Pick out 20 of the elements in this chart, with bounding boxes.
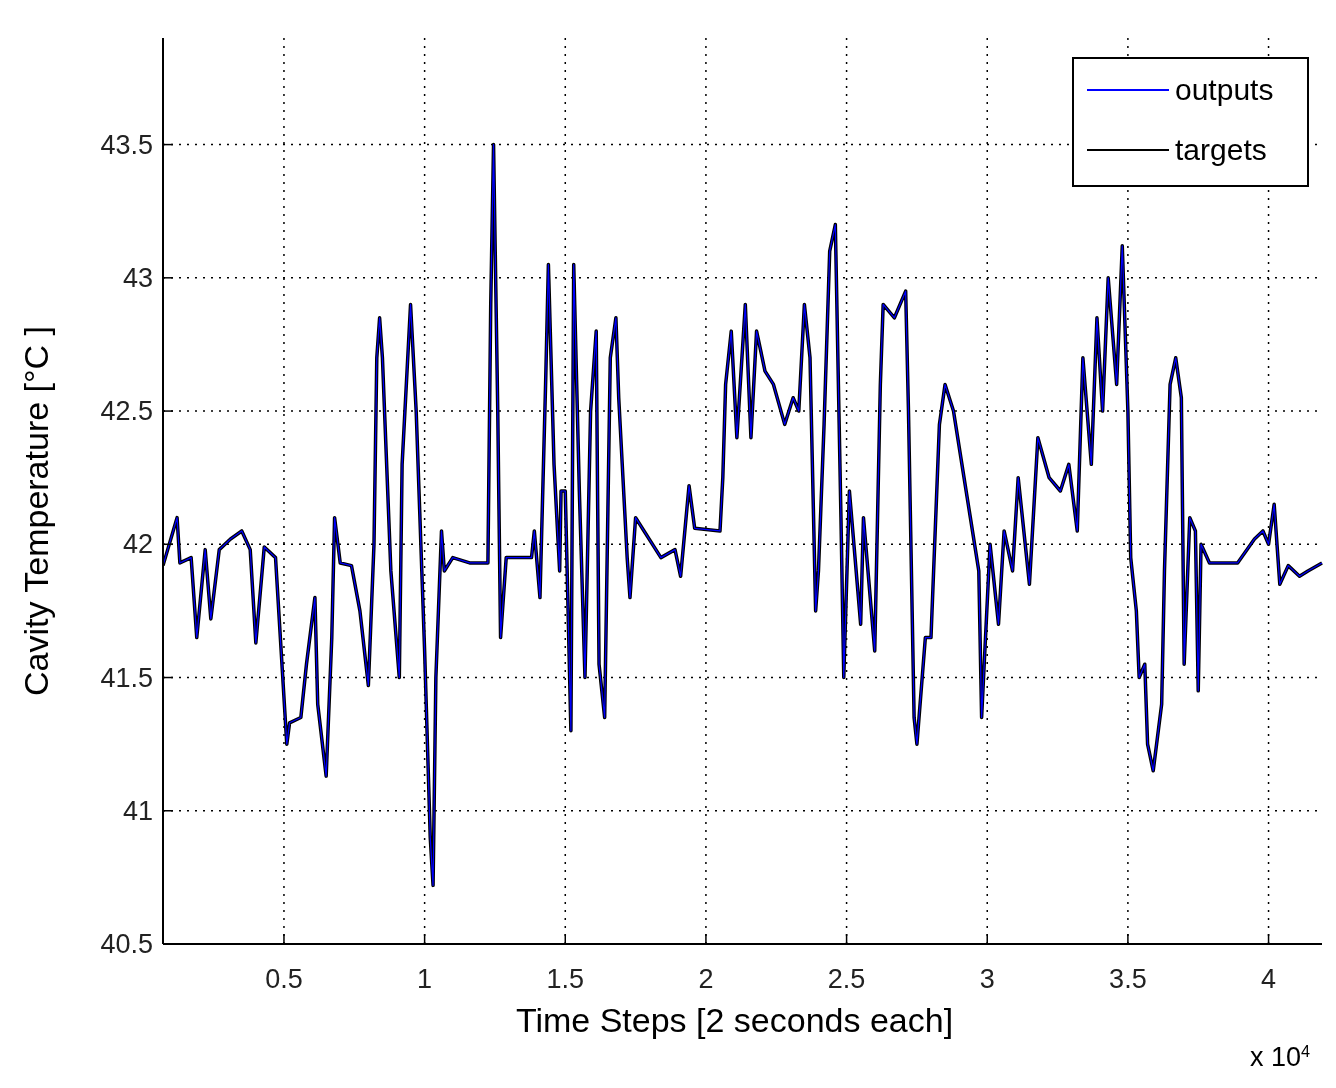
y-tick-label: 40.5 bbox=[100, 929, 153, 959]
x-tick-label: 3 bbox=[979, 964, 995, 994]
x-tick-label: 2.5 bbox=[827, 964, 866, 994]
x-tick-label: 1.5 bbox=[546, 964, 585, 994]
y-axis-title: Cavity Temperature [°C ] bbox=[17, 325, 55, 697]
y-tick-label: 42.5 bbox=[100, 396, 153, 427]
x-axis-title: Time Steps [2 seconds each] bbox=[515, 1001, 954, 1039]
x-tick-label: 2 bbox=[698, 964, 714, 994]
text: x 10$^{4}$ bbox=[1249, 1042, 1310, 1072]
x-tick-label: 3.5 bbox=[1109, 964, 1147, 994]
y-tick-label: 43.5 bbox=[100, 129, 153, 160]
x-tick-label: 1 bbox=[417, 964, 433, 994]
legend-label: outputs bbox=[1175, 73, 1274, 106]
x-tick-label: 0.5 bbox=[265, 964, 303, 994]
y-tick-label: 42 bbox=[122, 529, 153, 560]
legend-label: targets bbox=[1175, 133, 1267, 166]
y-tick-label: 41 bbox=[122, 795, 153, 826]
y-tick-label: 43 bbox=[122, 262, 153, 293]
x-tick-label: 4 bbox=[1261, 964, 1277, 994]
y-tick-label: 41.5 bbox=[100, 662, 153, 693]
